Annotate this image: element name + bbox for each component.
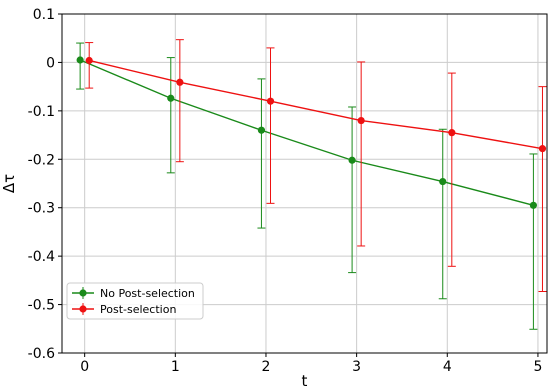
x-tick-label: 0 — [80, 359, 89, 375]
y-axis-label: Δτ — [0, 174, 18, 193]
data-point — [266, 97, 275, 105]
data-point — [76, 56, 84, 64]
legend-entry: No Post-selection — [72, 287, 195, 300]
y-tick-label: -0.4 — [28, 249, 55, 265]
y-tick-label: -0.5 — [28, 298, 55, 314]
data-point — [85, 56, 93, 65]
x-axis-label: t — [302, 372, 308, 390]
y-tick-label: 0.1 — [33, 7, 55, 23]
y-tick-label: -0.1 — [28, 104, 55, 120]
data-point — [257, 126, 266, 134]
y-tick-label: -0.6 — [28, 346, 55, 362]
legend-label: No Post-selection — [100, 287, 195, 300]
y-tick-label: -0.2 — [28, 152, 55, 168]
data-point — [538, 145, 547, 153]
x-tick-label: 2 — [262, 359, 271, 375]
x-tick-label: 1 — [171, 359, 180, 375]
y-tick-label: 0 — [46, 55, 55, 71]
legend-marker — [79, 289, 87, 297]
plot-frame — [61, 13, 548, 354]
series-layer — [76, 39, 547, 330]
series-1 — [76, 42, 538, 330]
data-point — [176, 78, 184, 86]
data-point — [448, 129, 456, 137]
series-2 — [85, 39, 547, 292]
data-point — [439, 177, 447, 186]
x-tick-label: 5 — [533, 359, 542, 375]
x-tick-label: 4 — [443, 359, 452, 375]
legend-label: Post-selection — [100, 303, 176, 316]
data-point — [529, 201, 538, 209]
legend-entry: Post-selection — [72, 303, 176, 316]
x-tick-label: 3 — [352, 359, 361, 375]
legend-box — [66, 282, 204, 320]
data-point — [348, 156, 356, 164]
legend-marker — [79, 305, 87, 313]
data-point — [357, 116, 365, 125]
series-line — [89, 59, 543, 150]
data-point — [167, 94, 175, 102]
series-line — [79, 59, 534, 206]
y-axis-ticks: 0.1 0 -0.1 -0.2 -0.3 -0.4 -0.5 -0.6 — [28, 7, 62, 362]
y-tick-label: -0.3 — [28, 201, 55, 217]
legend: No Post-selection Post-selection — [66, 282, 204, 320]
x-axis-ticks: 0 1 2 3 4 5 — [80, 353, 542, 375]
